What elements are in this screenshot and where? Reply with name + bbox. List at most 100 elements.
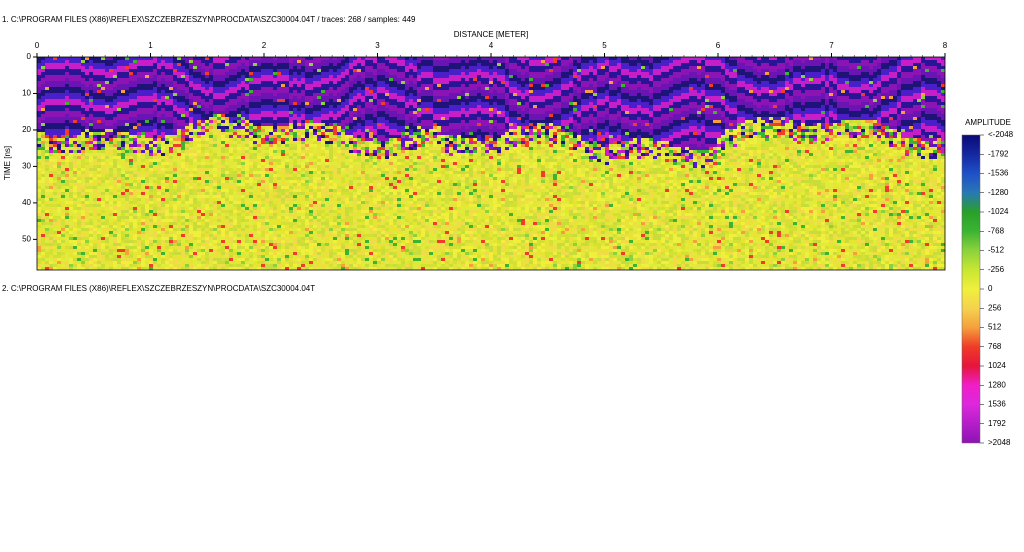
- trace-cell: [173, 252, 177, 255]
- trace-cell: [277, 129, 281, 132]
- trace-cell: [245, 108, 249, 111]
- trace-cell: [285, 207, 289, 210]
- trace-cell: [181, 111, 185, 114]
- trace-cell: [233, 219, 237, 222]
- trace-cell: [249, 144, 253, 147]
- trace-cell: [89, 189, 93, 192]
- trace-cell: [65, 87, 69, 90]
- trace-cell: [305, 234, 309, 237]
- trace-cell: [305, 231, 309, 234]
- trace-cell: [189, 225, 193, 228]
- trace-cell: [229, 57, 233, 60]
- trace-cell: [133, 240, 137, 243]
- trace-cell: [69, 213, 73, 216]
- trace-cell: [161, 111, 165, 114]
- trace-cell: [145, 267, 149, 270]
- trace-cell: [261, 237, 265, 240]
- trace-cell: [105, 78, 109, 81]
- trace-cell: [293, 213, 297, 216]
- trace-cell: [225, 219, 229, 222]
- trace-cell: [185, 240, 189, 243]
- trace-cell: [105, 177, 109, 180]
- trace-cell: [81, 231, 85, 234]
- trace-cell: [297, 153, 301, 156]
- trace-cell: [85, 246, 89, 249]
- trace-cell: [293, 96, 297, 99]
- trace-cell: [121, 252, 125, 255]
- trace-cell: [233, 126, 237, 129]
- trace-cell: [41, 162, 45, 165]
- trace-cell: [57, 126, 61, 129]
- trace-cell: [137, 183, 141, 186]
- trace-cell: [297, 141, 301, 144]
- trace-cell: [65, 63, 69, 66]
- trace-cell: [293, 171, 297, 174]
- trace-cell: [37, 144, 41, 147]
- trace-cell: [45, 75, 49, 78]
- trace-cell: [41, 174, 45, 177]
- trace-cell: [161, 132, 165, 135]
- trace-cell: [313, 210, 317, 213]
- trace-cell: [229, 198, 233, 201]
- trace-cell: [213, 81, 217, 84]
- trace-cell: [177, 144, 181, 147]
- trace-cell: [105, 123, 109, 126]
- trace-cell: [89, 99, 93, 102]
- trace-cell: [261, 225, 265, 228]
- trace-cell: [173, 204, 177, 207]
- trace-cell: [105, 87, 109, 90]
- trace-cell: [85, 243, 89, 246]
- trace-cell: [189, 93, 193, 96]
- trace-cell: [157, 93, 161, 96]
- trace-cell: [101, 57, 105, 60]
- trace-cell: [101, 237, 105, 240]
- trace-cell: [185, 252, 189, 255]
- trace-cell: [281, 180, 285, 183]
- trace-cell: [73, 255, 77, 258]
- trace-cell: [181, 81, 185, 84]
- trace-cell: [177, 171, 181, 174]
- trace-cell: [57, 243, 61, 246]
- trace-cell: [241, 72, 245, 75]
- trace-cell: [45, 177, 49, 180]
- trace-cell: [197, 111, 201, 114]
- trace-cell: [185, 165, 189, 168]
- trace-cell: [309, 264, 313, 267]
- trace-cell: [281, 213, 285, 216]
- trace-cell: [61, 219, 65, 222]
- trace-cell: [53, 153, 57, 156]
- trace-cell: [213, 243, 217, 246]
- trace-cell: [181, 132, 185, 135]
- trace-cell: [53, 96, 57, 99]
- trace-cell: [265, 99, 269, 102]
- trace-cell: [45, 219, 49, 222]
- trace-cell: [245, 228, 249, 231]
- trace-cell: [109, 201, 113, 204]
- trace-cell: [101, 120, 105, 123]
- trace-cell: [113, 117, 117, 120]
- trace-cell: [169, 201, 173, 204]
- trace-cell: [41, 144, 45, 147]
- trace-cell: [89, 213, 93, 216]
- trace-cell: [41, 159, 45, 162]
- trace-cell: [301, 81, 305, 84]
- trace-cell: [113, 138, 117, 141]
- trace-cell: [253, 249, 257, 252]
- trace-cell: [121, 267, 125, 270]
- trace-cell: [37, 192, 41, 195]
- trace-cell: [53, 141, 57, 144]
- trace-cell: [121, 207, 125, 210]
- trace-cell: [117, 231, 121, 234]
- trace-cell: [285, 210, 289, 213]
- trace-cell: [157, 198, 161, 201]
- trace-cell: [245, 102, 249, 105]
- trace-cell: [57, 267, 61, 270]
- trace-cell: [53, 267, 57, 270]
- trace-cell: [45, 168, 49, 171]
- trace-cell: [133, 87, 137, 90]
- trace-cell: [253, 87, 257, 90]
- trace-cell: [145, 174, 149, 177]
- trace-cell: [177, 108, 181, 111]
- trace-cell: [157, 156, 161, 159]
- trace-cell: [241, 225, 245, 228]
